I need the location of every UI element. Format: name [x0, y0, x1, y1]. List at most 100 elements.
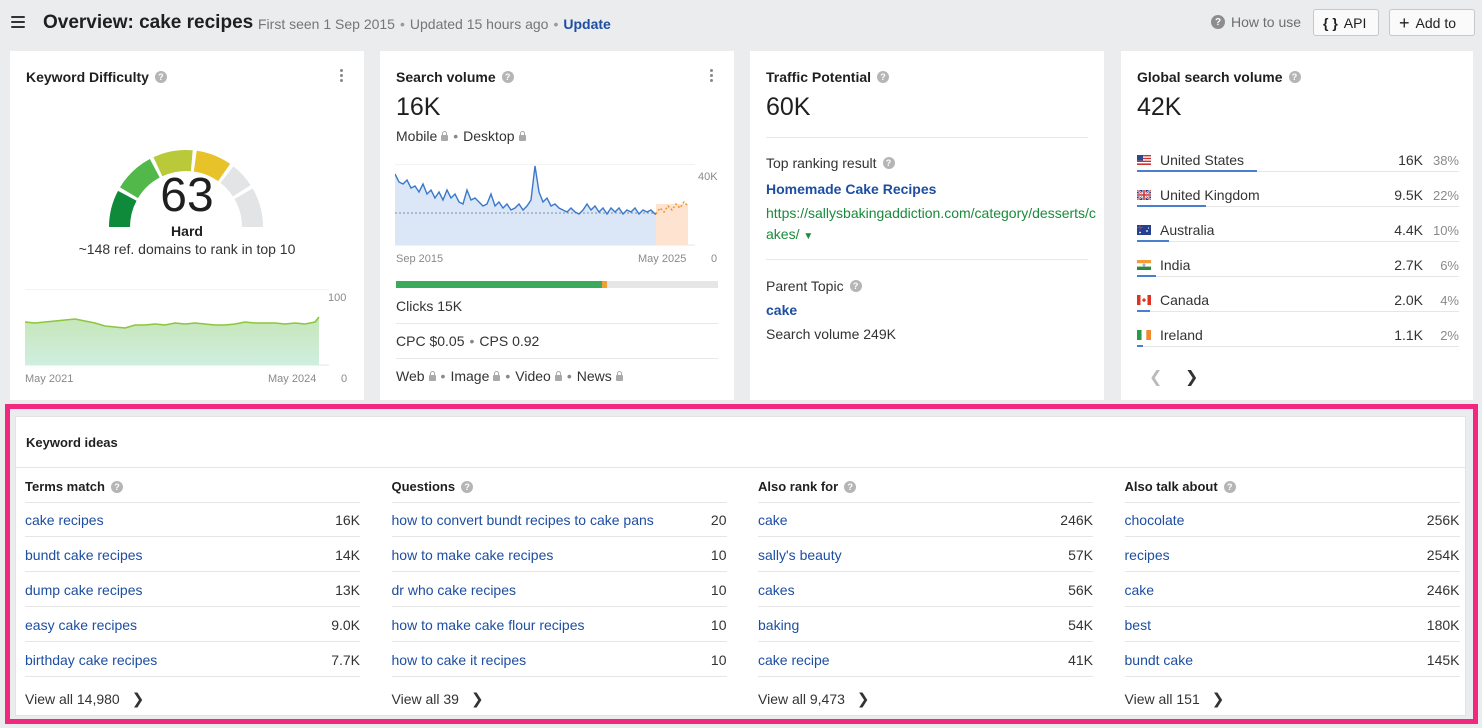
- keyword-link[interactable]: bundt cake: [1124, 652, 1194, 668]
- country-volume: 2.7K: [1394, 257, 1423, 273]
- country-row-united-states[interactable]: United States 16K 38%: [1137, 148, 1459, 183]
- view-all-link[interactable]: View all 151 ❯: [1125, 690, 1225, 708]
- sv-x-end: May 2025: [638, 253, 687, 265]
- help-icon[interactable]: ?: [154, 71, 167, 83]
- country-percent: 2%: [1440, 328, 1459, 343]
- menu-icon[interactable]: [11, 16, 25, 28]
- keyword-link[interactable]: how to make cake recipes: [391, 547, 554, 563]
- parent-topic-label-text: Parent Topic: [766, 278, 844, 294]
- kd-line: [25, 316, 320, 329]
- help-icon[interactable]: ?: [877, 71, 890, 83]
- keyword-link[interactable]: sally's beauty: [758, 547, 842, 563]
- previous-page-icon[interactable]: ❮: [1149, 369, 1163, 386]
- how-to-use-link[interactable]: ? How to use: [1211, 14, 1301, 30]
- keyword-link[interactable]: dr who cake recipes: [391, 582, 517, 598]
- divider: [25, 676, 360, 677]
- help-icon[interactable]: ?: [110, 480, 123, 493]
- help-icon[interactable]: ?: [1288, 71, 1301, 83]
- help-icon: ?: [1211, 15, 1225, 29]
- country-row-united-kingdom[interactable]: United Kingdom 9.5K 22%: [1137, 183, 1459, 218]
- sv-line: [395, 165, 656, 216]
- help-icon[interactable]: ?: [882, 157, 895, 169]
- top-result-url[interactable]: https://sallysbakingaddiction.com/catego…: [766, 203, 1096, 247]
- view-all-link[interactable]: View all 9,473 ❯: [758, 690, 870, 708]
- keyword-link[interactable]: cake recipes: [25, 512, 104, 528]
- caret-down-icon[interactable]: ▼: [803, 231, 814, 242]
- help-icon[interactable]: ?: [1223, 480, 1236, 493]
- chevron-right-icon[interactable]: ❯: [856, 691, 870, 708]
- chevron-right-icon[interactable]: ❯: [1211, 691, 1225, 708]
- chevron-right-icon[interactable]: ❯: [470, 691, 484, 708]
- view-all-link[interactable]: View all 39 ❯: [392, 690, 484, 708]
- country-name[interactable]: United Kingdom: [1160, 187, 1260, 203]
- country-volume: 9.5K: [1394, 187, 1423, 203]
- help-icon[interactable]: ?: [501, 71, 514, 83]
- parent-topic-link[interactable]: cake: [766, 302, 798, 318]
- sv-history-chart: [395, 164, 695, 246]
- keyword-link[interactable]: how to make cake flour recipes: [391, 617, 585, 633]
- view-all-link[interactable]: View all 14,980 ❯: [25, 690, 144, 708]
- keyword-difficulty-card: Keyword Difficulty ? 63 Hard ~148 ref. d…: [10, 51, 364, 400]
- keyword-link[interactable]: best: [1124, 617, 1151, 633]
- highlight-frame: [5, 404, 1478, 724]
- country-row-canada[interactable]: Canada 2.0K 4%: [1137, 288, 1459, 323]
- sv-y-max: 40K: [698, 171, 718, 183]
- help-icon[interactable]: ?: [461, 480, 474, 493]
- serp-video[interactable]: Video: [515, 368, 551, 384]
- more-options-icon[interactable]: [340, 69, 344, 84]
- country-share-bar: [1137, 275, 1156, 277]
- serp-news[interactable]: News: [576, 368, 612, 384]
- more-options-icon[interactable]: [710, 69, 714, 84]
- country-name[interactable]: India: [1160, 257, 1191, 273]
- cpc-cps-row: CPC $0.05 • CPS 0.92: [396, 333, 718, 349]
- keyword-link[interactable]: easy cake recipes: [25, 617, 138, 633]
- country-name[interactable]: Ireland: [1160, 327, 1203, 343]
- view-all-label[interactable]: View all 9,473: [758, 691, 845, 707]
- keyword-link[interactable]: cakes: [758, 582, 795, 598]
- add-to-button[interactable]: + Add to: [1389, 9, 1475, 36]
- keyword-link[interactable]: cake: [758, 512, 788, 528]
- keyword-link[interactable]: cake: [1124, 582, 1155, 598]
- keyword-row: how to make cake flour recipes 10: [391, 607, 727, 642]
- help-icon[interactable]: ?: [844, 480, 857, 493]
- desktop-label[interactable]: Desktop: [463, 128, 515, 144]
- country-share-bar: [1137, 310, 1150, 312]
- keyword-link[interactable]: baking: [758, 617, 800, 633]
- api-button[interactable]: { } API: [1313, 9, 1379, 36]
- view-all-label[interactable]: View all 39: [391, 691, 459, 707]
- serp-web[interactable]: Web: [396, 368, 425, 384]
- view-all-label[interactable]: View all 14,980: [25, 691, 120, 707]
- chevron-right-icon[interactable]: ❯: [131, 691, 145, 708]
- update-link[interactable]: Update: [563, 16, 611, 32]
- country-row-india[interactable]: India 2.7K 6%: [1137, 253, 1459, 288]
- keyword-link[interactable]: chocolate: [1124, 512, 1185, 528]
- keyword-link[interactable]: dump cake recipes: [25, 582, 143, 598]
- keyword-link[interactable]: how to convert bundt recipes to cake pan…: [391, 512, 654, 528]
- serp-image[interactable]: Image: [450, 368, 490, 384]
- country-row-australia[interactable]: Australia 4.4K 10%: [1137, 218, 1459, 253]
- top-result-url-text[interactable]: https://sallysbakingaddiction.com/catego…: [766, 205, 1096, 242]
- next-page-icon[interactable]: ❯: [1185, 369, 1199, 386]
- sv-y-min: 0: [711, 253, 718, 265]
- keyword-link[interactable]: bundt cake recipes: [25, 547, 143, 563]
- view-all-label[interactable]: View all 151: [1124, 691, 1200, 707]
- keyword-link[interactable]: cake recipe: [758, 652, 830, 668]
- mobile-label[interactable]: Mobile: [396, 128, 438, 144]
- country-name[interactable]: United States: [1160, 152, 1245, 168]
- top-result-title-link[interactable]: Homemade Cake Recipes: [766, 181, 937, 197]
- country-name[interactable]: Canada: [1160, 292, 1210, 308]
- divider: [1137, 206, 1459, 207]
- parent-topic-search-volume: Search volume 249K: [766, 326, 896, 342]
- keyword-link[interactable]: recipes: [1124, 547, 1170, 563]
- country-name[interactable]: Australia: [1160, 222, 1215, 238]
- help-icon[interactable]: ?: [849, 280, 862, 292]
- divider: [758, 606, 1093, 607]
- gl-value: 42K: [1137, 93, 1182, 121]
- separator-dot: •: [505, 368, 511, 384]
- keyword-link[interactable]: birthday cake recipes: [25, 652, 158, 668]
- country-row-ireland[interactable]: Ireland 1.1K 2%: [1137, 323, 1459, 358]
- keyword-volume: 180K: [1426, 617, 1460, 633]
- keyword-link[interactable]: how to cake it recipes: [391, 652, 527, 668]
- keyword-volume: 256K: [1426, 512, 1460, 528]
- paid-clicks-fill: [602, 281, 607, 288]
